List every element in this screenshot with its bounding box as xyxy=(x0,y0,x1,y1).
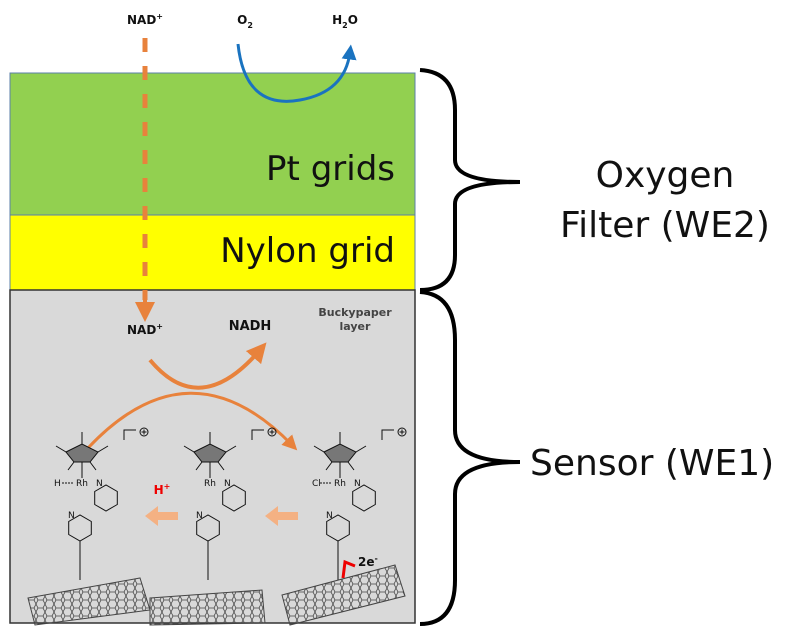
nitrogen: N xyxy=(326,511,333,521)
proton-label: H+ xyxy=(154,482,171,497)
regen-arrow xyxy=(265,506,298,526)
h2o-label: H2O xyxy=(332,13,358,30)
cycle-arc xyxy=(86,391,298,451)
nitrogen: N xyxy=(96,479,103,489)
cp-ring xyxy=(193,443,227,463)
nanotube xyxy=(149,589,266,626)
methyls xyxy=(183,432,237,471)
nitrogen: N xyxy=(354,479,361,489)
ligand: Cl xyxy=(312,479,321,489)
nad-arc xyxy=(148,342,267,390)
bracket xyxy=(381,429,394,440)
nylon-label: Nylon grid xyxy=(220,231,395,271)
charge-plus xyxy=(269,429,275,435)
metal: Rh xyxy=(76,479,88,489)
ligand: H xyxy=(54,479,61,489)
nad-top: NAD+ xyxy=(127,12,163,27)
metal: Rh xyxy=(334,479,346,489)
nitrogen: N xyxy=(224,479,231,489)
cp-ring xyxy=(323,443,357,463)
methyls xyxy=(55,432,109,471)
metal: Rh xyxy=(204,479,216,489)
charge xyxy=(267,427,277,437)
cp-ring xyxy=(65,443,99,463)
charge xyxy=(139,427,149,437)
bracket xyxy=(251,429,264,440)
brace xyxy=(419,290,521,626)
pyridine xyxy=(352,484,376,512)
charge-plus xyxy=(399,429,405,435)
o2-arc xyxy=(236,43,357,103)
brace xyxy=(419,68,521,292)
proton-arrow xyxy=(145,506,178,526)
electron-arrow xyxy=(341,559,356,579)
nad-bottom: NAD+ xyxy=(127,322,163,337)
nylon-layer xyxy=(9,214,416,291)
bracket xyxy=(123,429,136,440)
buckypaper-label: Buckypaper layer xyxy=(318,306,392,333)
o2-label: O2 xyxy=(237,13,253,30)
charge xyxy=(397,427,407,437)
filter-label: Oxygen Filter (WE2) xyxy=(560,155,770,246)
pyridine xyxy=(222,484,246,512)
pt-label: Pt grids xyxy=(266,149,395,189)
pt-layer xyxy=(9,72,416,216)
sensor-label: Sensor (WE1) xyxy=(530,443,774,484)
methyls xyxy=(313,432,367,471)
charge-plus xyxy=(141,429,147,435)
nadh-label: NADH xyxy=(229,319,272,334)
nitrogen: N xyxy=(68,511,75,521)
electron-label: 2e- xyxy=(358,554,378,569)
nitrogen: N xyxy=(196,511,203,521)
pyridine xyxy=(94,484,118,512)
nanotube xyxy=(281,564,406,626)
